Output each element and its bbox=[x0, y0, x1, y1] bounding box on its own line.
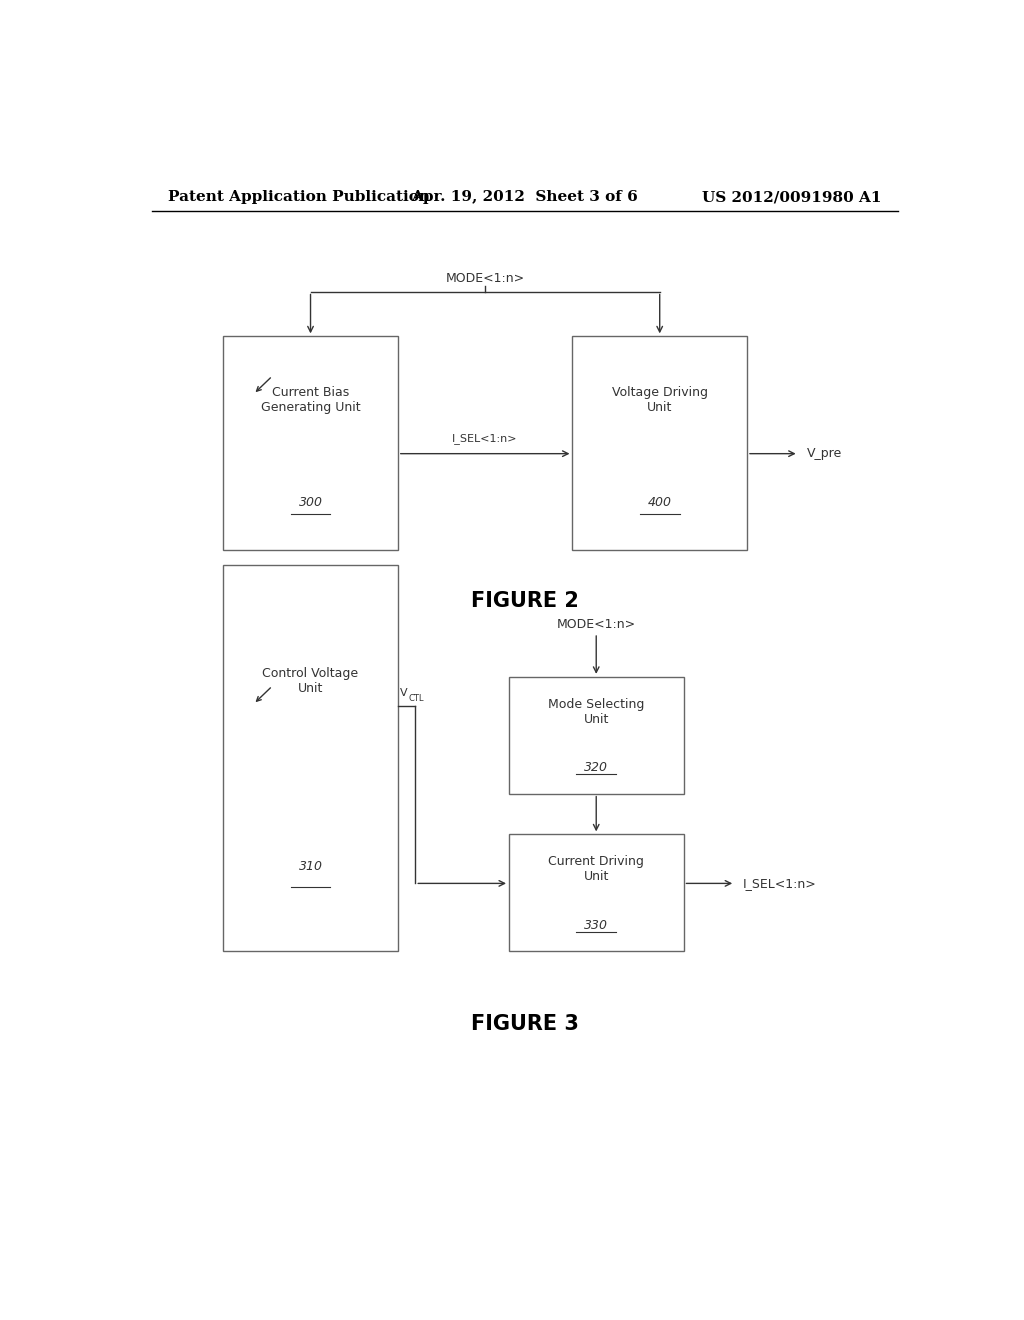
Text: CTL: CTL bbox=[409, 694, 424, 702]
Text: 300: 300 bbox=[299, 496, 323, 510]
Bar bbox=[223, 337, 397, 549]
Text: FIGURE 3: FIGURE 3 bbox=[471, 1014, 579, 1035]
Text: MODE<1:n>: MODE<1:n> bbox=[445, 272, 524, 285]
Text: 330: 330 bbox=[585, 919, 608, 932]
Text: Current Bias
Generating Unit: Current Bias Generating Unit bbox=[261, 387, 360, 414]
Text: 320: 320 bbox=[585, 762, 608, 775]
Text: V_pre: V_pre bbox=[807, 447, 842, 461]
Text: Current Driving
Unit: Current Driving Unit bbox=[548, 855, 644, 883]
Text: US 2012/0091980 A1: US 2012/0091980 A1 bbox=[702, 190, 882, 205]
Text: FIGURE 2: FIGURE 2 bbox=[471, 590, 579, 611]
Text: 400: 400 bbox=[648, 496, 672, 510]
Text: Voltage Driving
Unit: Voltage Driving Unit bbox=[611, 387, 708, 414]
Text: Control Voltage
Unit: Control Voltage Unit bbox=[262, 667, 358, 694]
Text: 310: 310 bbox=[299, 859, 323, 873]
Text: Patent Application Publication: Patent Application Publication bbox=[168, 190, 430, 205]
Text: Mode Selecting
Unit: Mode Selecting Unit bbox=[548, 698, 644, 726]
Bar bbox=[572, 337, 748, 549]
Bar bbox=[509, 834, 684, 952]
Text: I_SEL<1:n>: I_SEL<1:n> bbox=[453, 433, 518, 444]
Bar bbox=[223, 565, 397, 952]
Text: I_SEL<1:n>: I_SEL<1:n> bbox=[743, 876, 817, 890]
Text: 300: 300 bbox=[231, 675, 258, 689]
Text: V: V bbox=[400, 688, 408, 698]
Text: Apr. 19, 2012  Sheet 3 of 6: Apr. 19, 2012 Sheet 3 of 6 bbox=[412, 190, 638, 205]
Text: 200: 200 bbox=[231, 364, 258, 379]
Text: MODE<1:n>: MODE<1:n> bbox=[557, 618, 636, 631]
Bar bbox=[509, 677, 684, 793]
